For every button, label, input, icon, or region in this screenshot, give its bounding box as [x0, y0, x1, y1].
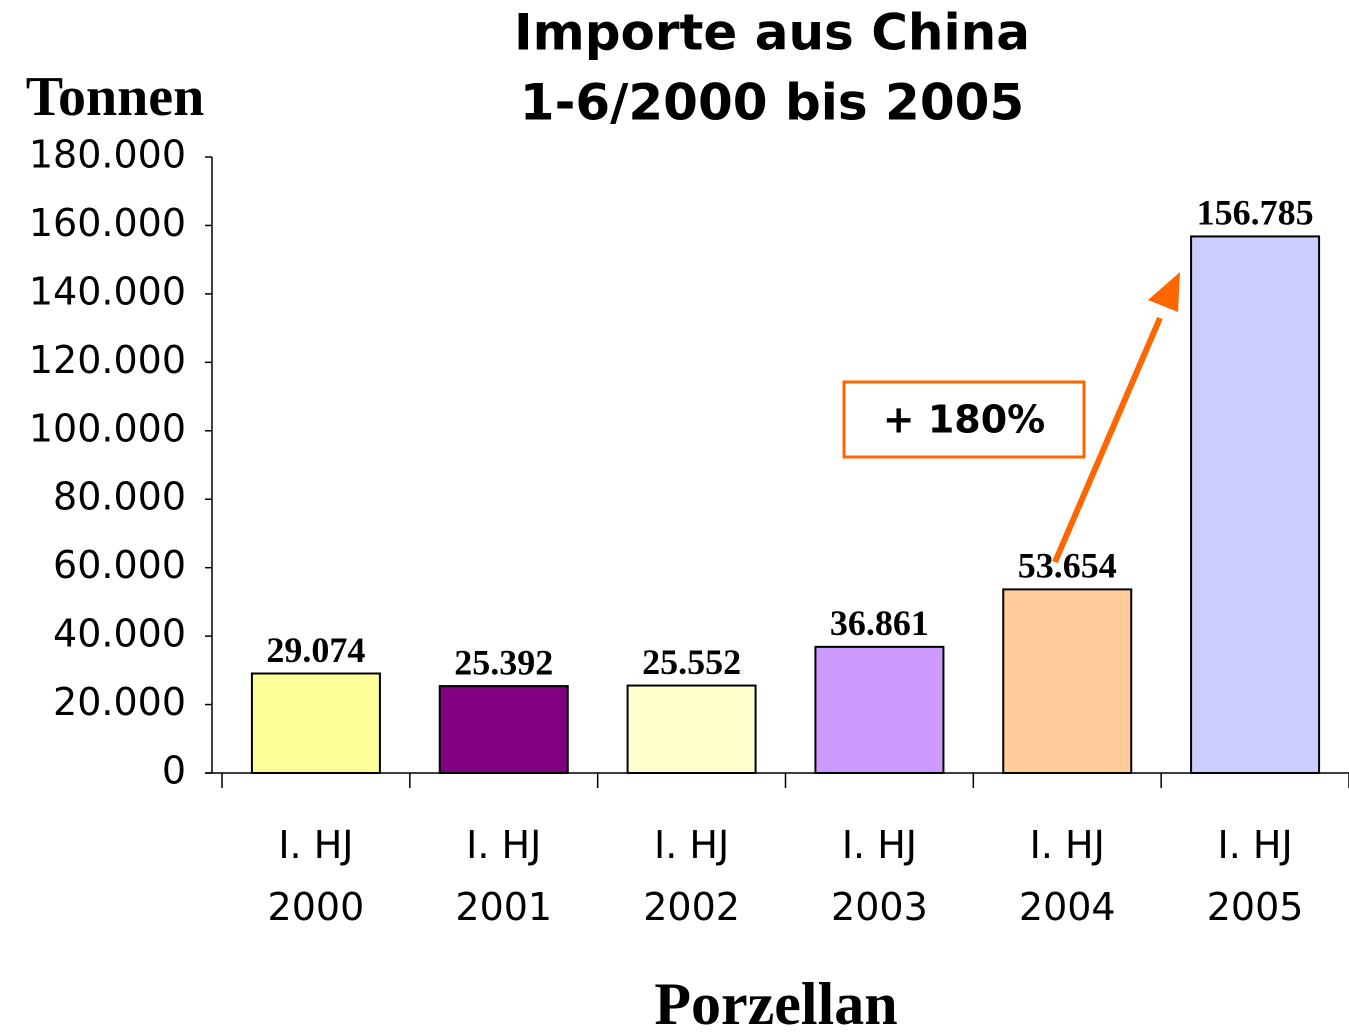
value-label: 25.392	[454, 642, 553, 682]
y-tick-label: 0	[162, 749, 186, 793]
y-tick-label: 120.000	[29, 338, 186, 382]
y-tick-label: 60.000	[53, 543, 186, 587]
x-tick-label: I. HJ 2002	[643, 823, 740, 929]
x-tick-label: I. HJ 2001	[455, 823, 553, 929]
value-label: 156.785	[1197, 193, 1314, 233]
value-label: 36.861	[830, 603, 929, 643]
bar	[814, 645, 945, 774]
x-tick-label: I. HJ 2005	[1206, 823, 1304, 929]
x-tick-label: I. HJ 2004	[1018, 823, 1116, 929]
bar	[1190, 235, 1321, 774]
annotation-box	[842, 380, 1086, 459]
value-label: 25.552	[642, 642, 741, 682]
y-tick-label: 100.000	[29, 406, 186, 450]
x-tick-label: I. HJ 2003	[831, 823, 928, 929]
annotation-arrow	[1052, 316, 1163, 564]
bar	[438, 685, 569, 774]
y-tick-label: 180.000	[29, 133, 186, 177]
value-label: 53.654	[1018, 546, 1117, 586]
bar	[626, 684, 757, 774]
chart-subtitle: 1-6/2000 bis 2005	[520, 74, 1024, 132]
y-tick-label: 160.000	[29, 201, 186, 245]
x-axis-label: Porzellan	[654, 971, 897, 1036]
annotation-arrowhead	[1148, 272, 1180, 312]
y-axis-label: Tonnen	[26, 66, 205, 128]
y-tick-label: 40.000	[53, 612, 186, 656]
bar	[1002, 588, 1133, 774]
y-tick-label: 140.000	[29, 269, 186, 313]
chart-title: Importe aus China	[514, 4, 1030, 62]
value-label: 29.074	[266, 630, 365, 670]
annotation-text: + 180%	[883, 398, 1045, 442]
y-tick-label: 20.000	[53, 680, 186, 724]
bar	[250, 672, 381, 775]
x-tick-label: I. HJ 2000	[267, 823, 365, 929]
y-tick-label: 80.000	[53, 475, 186, 519]
